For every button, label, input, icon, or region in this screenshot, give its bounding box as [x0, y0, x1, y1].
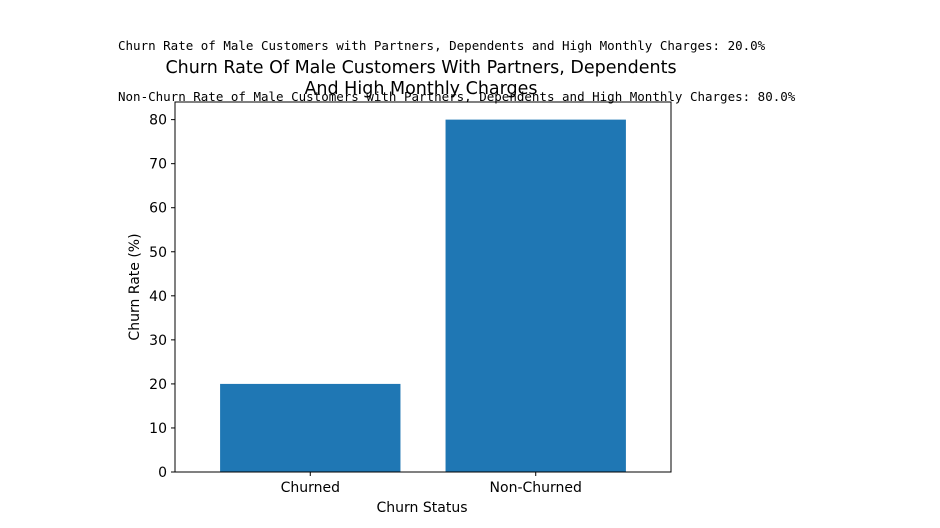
output-line-non-churn: Non-Churn Rate of Male Customers with Pa…: [118, 89, 796, 104]
y-tick-label: 50: [149, 245, 167, 261]
y-tick-label: 10: [149, 421, 167, 437]
x-tick-label: Non-Churned: [490, 480, 582, 496]
axes-frame: [174, 101, 672, 473]
y-tick-label: 70: [149, 157, 167, 173]
y-axis-label: Churn Rate (%): [127, 233, 143, 340]
cell-output: Churn Rate of Male Customers with Partne…: [118, 3, 795, 122]
bar-non-churned: [445, 119, 626, 472]
plot-area: Churned Non-Churned 0 10 20 30 40 50 60 70 80: [149, 101, 672, 496]
x-axis-label: Churn Status: [377, 500, 468, 516]
bar-churned: [220, 383, 401, 472]
y-tick-label: 30: [149, 333, 167, 349]
y-tick-label: 20: [149, 377, 167, 393]
chart-title-line-1: Churn Rate Of Male Customers With Partne…: [165, 58, 676, 78]
chart-title-line-2: And High Monthly Charges: [304, 79, 537, 99]
y-tick-label: 60: [149, 201, 167, 217]
x-tick-label: Churned: [281, 480, 340, 496]
y-tick-label: 80: [149, 113, 167, 129]
y-tick-label: 0: [158, 465, 167, 481]
output-line-churn: Churn Rate of Male Customers with Partne…: [118, 38, 766, 53]
y-tick-label: 40: [149, 289, 167, 305]
